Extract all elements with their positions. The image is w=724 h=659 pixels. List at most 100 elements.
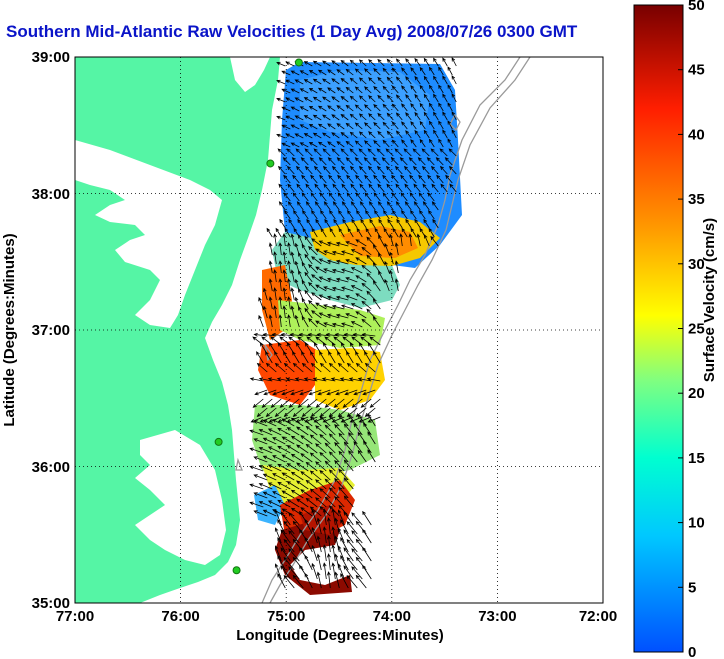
current-vector xyxy=(340,95,349,103)
current-vector xyxy=(438,102,444,112)
current-vector xyxy=(369,398,381,408)
current-vector xyxy=(376,148,385,157)
current-vector xyxy=(268,296,273,310)
current-vector xyxy=(384,260,390,274)
current-vector xyxy=(299,88,309,94)
current-vector xyxy=(302,210,309,220)
current-vector xyxy=(327,553,331,571)
current-vector xyxy=(305,201,313,211)
current-vector xyxy=(319,351,327,364)
current-vector xyxy=(278,260,283,274)
current-vector xyxy=(284,210,291,220)
current-vector xyxy=(394,165,403,175)
current-vector xyxy=(338,210,345,220)
current-vector xyxy=(297,398,309,408)
current-vector xyxy=(311,292,322,301)
current-vector xyxy=(272,473,286,481)
current-vector xyxy=(403,148,412,157)
current-vector xyxy=(267,377,282,382)
current-vector xyxy=(340,113,349,121)
current-vector xyxy=(280,547,291,562)
current-vector xyxy=(299,70,309,76)
current-vector xyxy=(386,183,394,193)
current-vector xyxy=(283,192,291,202)
current-vector xyxy=(294,97,304,103)
colorbar-tick-label: 30 xyxy=(688,256,705,273)
current-vector xyxy=(299,389,313,396)
current-vector xyxy=(428,120,435,130)
current-vector xyxy=(331,60,340,67)
current-vector xyxy=(354,157,363,166)
current-vector xyxy=(299,106,309,112)
current-vector xyxy=(258,501,273,508)
current-vector xyxy=(301,192,309,202)
current-vector xyxy=(323,268,336,274)
current-vector xyxy=(364,122,372,130)
current-vector xyxy=(309,470,322,481)
current-vector xyxy=(283,556,295,571)
current-vector xyxy=(405,112,412,121)
current-vector xyxy=(348,450,358,463)
current-vector xyxy=(354,104,363,112)
current-vector xyxy=(283,407,295,417)
current-vector xyxy=(292,574,304,589)
current-vector xyxy=(336,123,345,130)
current-vector xyxy=(360,218,367,229)
current-vector xyxy=(274,407,286,417)
current-vector xyxy=(362,389,376,396)
current-vector xyxy=(294,133,304,139)
current-vector xyxy=(304,253,313,265)
current-vector xyxy=(311,274,322,283)
current-vector xyxy=(353,423,363,436)
current-vector xyxy=(431,201,439,211)
current-vector xyxy=(308,318,318,328)
current-vector xyxy=(301,174,309,184)
current-vector xyxy=(346,557,358,571)
current-vector xyxy=(331,322,345,328)
current-vector xyxy=(340,165,349,175)
current-vector xyxy=(323,201,331,211)
current-vector xyxy=(308,300,318,310)
current-vector xyxy=(266,227,273,238)
current-vector xyxy=(428,227,435,238)
current-vector xyxy=(338,450,349,463)
current-vector xyxy=(360,398,372,408)
current-vector xyxy=(333,398,345,408)
current-vector xyxy=(400,174,408,184)
current-vector xyxy=(319,487,331,499)
current-vector xyxy=(350,303,363,310)
current-vector xyxy=(290,233,295,247)
current-vector xyxy=(445,174,453,184)
current-vector xyxy=(401,121,408,130)
current-vector xyxy=(378,270,385,283)
current-vector xyxy=(331,286,345,292)
current-vector xyxy=(317,87,327,94)
current-vector xyxy=(351,398,363,408)
current-vector xyxy=(427,174,435,184)
current-vector xyxy=(341,201,349,211)
current-vector xyxy=(368,131,376,139)
current-vector xyxy=(427,192,435,202)
current-vector xyxy=(308,106,318,112)
current-vector xyxy=(278,242,283,256)
current-vector xyxy=(268,278,273,292)
current-vector xyxy=(332,183,340,193)
current-vector xyxy=(391,192,399,202)
current-vector xyxy=(309,488,322,499)
current-vector xyxy=(349,77,358,85)
current-vector xyxy=(394,242,399,256)
current-vector xyxy=(366,236,376,247)
current-vector xyxy=(308,389,322,396)
current-vector xyxy=(301,297,309,310)
current-vector xyxy=(451,129,457,139)
current-vector xyxy=(262,473,277,481)
current-vector xyxy=(389,251,394,265)
x-axis-label: Longitude (Degrees:Minutes) xyxy=(236,627,444,644)
current-vector xyxy=(350,249,363,256)
current-vector xyxy=(331,114,340,121)
current-vector xyxy=(355,362,367,373)
current-vector xyxy=(320,210,327,220)
current-vector xyxy=(403,165,412,175)
current-vector xyxy=(361,318,372,328)
current-vector xyxy=(288,530,300,544)
